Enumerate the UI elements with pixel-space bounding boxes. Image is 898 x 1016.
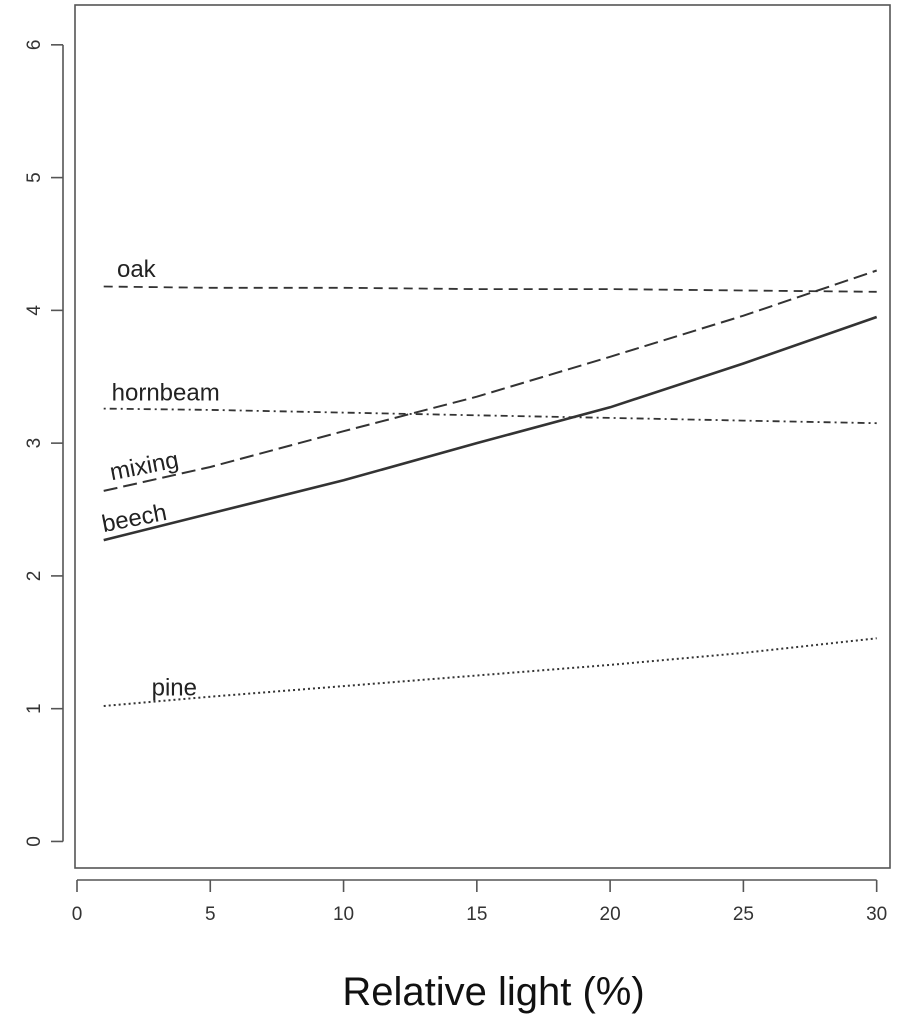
x-tick-label: 10 <box>333 904 354 925</box>
series-line-pine <box>103 637 877 707</box>
x-tick-label: 30 <box>866 904 887 925</box>
x-tick-label: 20 <box>600 904 621 925</box>
series-label-beech: beech <box>100 499 169 538</box>
series-line-beech <box>103 315 878 542</box>
y-tick-label: 5 <box>24 172 45 183</box>
y-tick-label: 1 <box>24 703 45 714</box>
x-tick-label: 15 <box>466 904 487 925</box>
series-label-pine: pine <box>152 674 197 701</box>
series-label-mixing: mixing <box>108 446 181 486</box>
series-label-hornbeam: hornbeam <box>112 380 220 407</box>
y-tick-label: 3 <box>24 438 45 449</box>
series-line-hornbeam <box>103 407 877 425</box>
plot-frame <box>74 4 891 869</box>
x-axis-label: Relative light (%) <box>342 970 644 1014</box>
x-tick-label: 5 <box>205 904 216 925</box>
y-tick-label: 6 <box>24 40 45 51</box>
series-labels-layer: oak hornbeam mixing beech pine <box>100 256 220 701</box>
x-tick-label: 25 <box>733 904 754 925</box>
y-tick-label: 2 <box>24 571 45 582</box>
axes-layer: 0 5 10 15 20 25 30 0 1 2 3 4 5 6 <box>24 4 891 925</box>
series-label-oak: oak <box>117 256 157 283</box>
series-line-oak <box>103 285 877 293</box>
y-tick-label: 4 <box>24 305 45 316</box>
y-tick-label: 0 <box>24 836 45 847</box>
series-line-mixing <box>103 269 878 492</box>
series-layer <box>103 269 878 707</box>
x-tick-label: 0 <box>72 904 83 925</box>
